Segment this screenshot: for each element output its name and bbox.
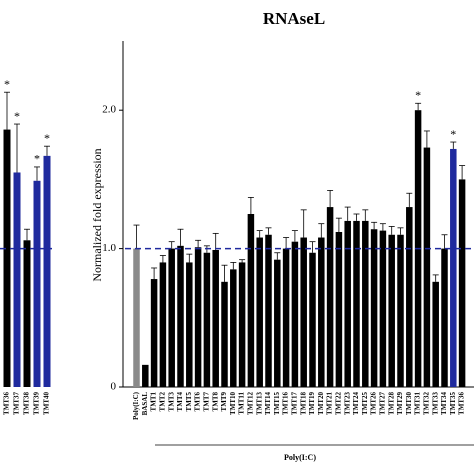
x-tick-label: TMT39 <box>33 392 41 415</box>
group-label: Poly(I:C) <box>284 453 316 462</box>
x-tick-label: TMT33 <box>431 392 439 415</box>
x-tick-label: TMT32 <box>423 392 431 415</box>
bar <box>23 240 31 387</box>
x-tick-label: Poly(I:C) <box>132 391 140 420</box>
significance-marker: * <box>415 88 421 102</box>
x-tick-label: TMT13 <box>255 392 263 415</box>
x-tick-label: TMT30 <box>405 392 413 415</box>
significance-marker: * <box>4 77 10 91</box>
x-tick-label: TMT26 <box>370 392 378 415</box>
x-tick-label: TMT40 <box>43 392 51 415</box>
x-tick-label: TMT7 <box>203 392 211 412</box>
bar <box>194 247 202 387</box>
chart-title: RNAseL <box>263 9 325 28</box>
bar <box>379 230 387 387</box>
bar <box>168 248 175 387</box>
bar <box>33 180 41 387</box>
x-tick-label: TMT35 <box>449 392 457 415</box>
bar <box>397 234 404 387</box>
x-tick-label: TMT10 <box>229 392 237 415</box>
bar <box>450 148 457 387</box>
x-tick-label: TMT37 <box>13 392 21 415</box>
x-tick-label: TMT4 <box>176 392 184 412</box>
x-tick-label: TMT9 <box>220 392 228 412</box>
x-tick-label: BASAL <box>141 392 149 416</box>
bar <box>142 364 149 387</box>
bar <box>423 147 431 387</box>
significance-marker: * <box>44 131 50 145</box>
x-tick-label: TMT16 <box>282 392 290 415</box>
bar <box>43 155 51 387</box>
bar <box>388 234 395 387</box>
bar <box>353 220 360 387</box>
y-tick-label: 0 <box>111 381 117 393</box>
x-tick-label: TMT12 <box>247 392 255 415</box>
x-tick-label: TMT5 <box>185 392 193 412</box>
x-tick-label: TMT36 <box>3 392 11 415</box>
bar <box>274 259 281 387</box>
bar <box>282 248 290 387</box>
bar <box>406 207 413 387</box>
bar <box>247 214 255 387</box>
x-tick-label: TMT23 <box>343 392 351 415</box>
y-axis-label: Normalized fold expression <box>90 148 104 281</box>
x-tick-label: TMT3 <box>167 392 175 412</box>
bar <box>326 207 334 387</box>
bar <box>362 220 369 387</box>
significance-marker: * <box>450 127 456 141</box>
bar <box>133 248 140 387</box>
bar <box>221 281 228 387</box>
x-tick-label: TMT15 <box>273 392 281 415</box>
bar <box>344 220 351 387</box>
bar <box>230 269 237 387</box>
x-tick-label: TMT25 <box>361 392 369 415</box>
x-tick-label: TMT22 <box>335 392 343 415</box>
bar <box>458 179 466 387</box>
bar <box>159 262 167 387</box>
x-tick-label: TMT28 <box>387 392 395 415</box>
x-tick-label: TMT31 <box>414 392 422 415</box>
bar <box>186 262 193 387</box>
bar <box>3 129 11 388</box>
y-tick-label: 2.0 <box>102 104 116 116</box>
x-tick-label: TMT17 <box>291 392 299 415</box>
x-tick-label: TMT24 <box>352 392 360 415</box>
bar <box>432 281 439 387</box>
x-tick-label: TMT29 <box>396 392 404 415</box>
bar <box>300 237 307 387</box>
y-tick-label: 1.0 <box>102 242 116 254</box>
significance-marker: * <box>34 152 40 166</box>
x-tick-label: TMT38 <box>23 392 31 415</box>
bar <box>318 237 325 387</box>
bar <box>203 252 211 387</box>
bar <box>441 248 448 387</box>
bar <box>150 279 158 387</box>
significance-marker: * <box>14 109 20 123</box>
bar <box>256 237 263 387</box>
bar <box>291 241 299 387</box>
bar <box>177 245 184 387</box>
x-tick-label: TMT34 <box>440 392 448 415</box>
x-tick-label: TMT8 <box>211 392 219 412</box>
x-tick-label: TMT36 <box>458 392 466 415</box>
x-tick-label: TMT1 <box>150 392 158 412</box>
x-tick-label: TMT14 <box>264 392 272 415</box>
bar <box>335 231 343 387</box>
x-tick-label: TMT20 <box>317 392 325 415</box>
x-tick-label: TMT2 <box>159 392 167 412</box>
x-tick-label: TMT6 <box>194 392 202 412</box>
bar <box>13 172 21 387</box>
x-tick-label: TMT11 <box>238 392 246 415</box>
x-tick-label: TMT18 <box>299 392 307 415</box>
bar <box>370 229 378 387</box>
bar <box>265 234 272 387</box>
bar <box>212 249 219 387</box>
x-tick-label: TMT27 <box>379 392 387 415</box>
x-tick-label: TMT19 <box>308 392 316 415</box>
bar <box>309 252 316 387</box>
x-tick-label: TMT21 <box>326 392 334 415</box>
bar <box>238 262 246 387</box>
